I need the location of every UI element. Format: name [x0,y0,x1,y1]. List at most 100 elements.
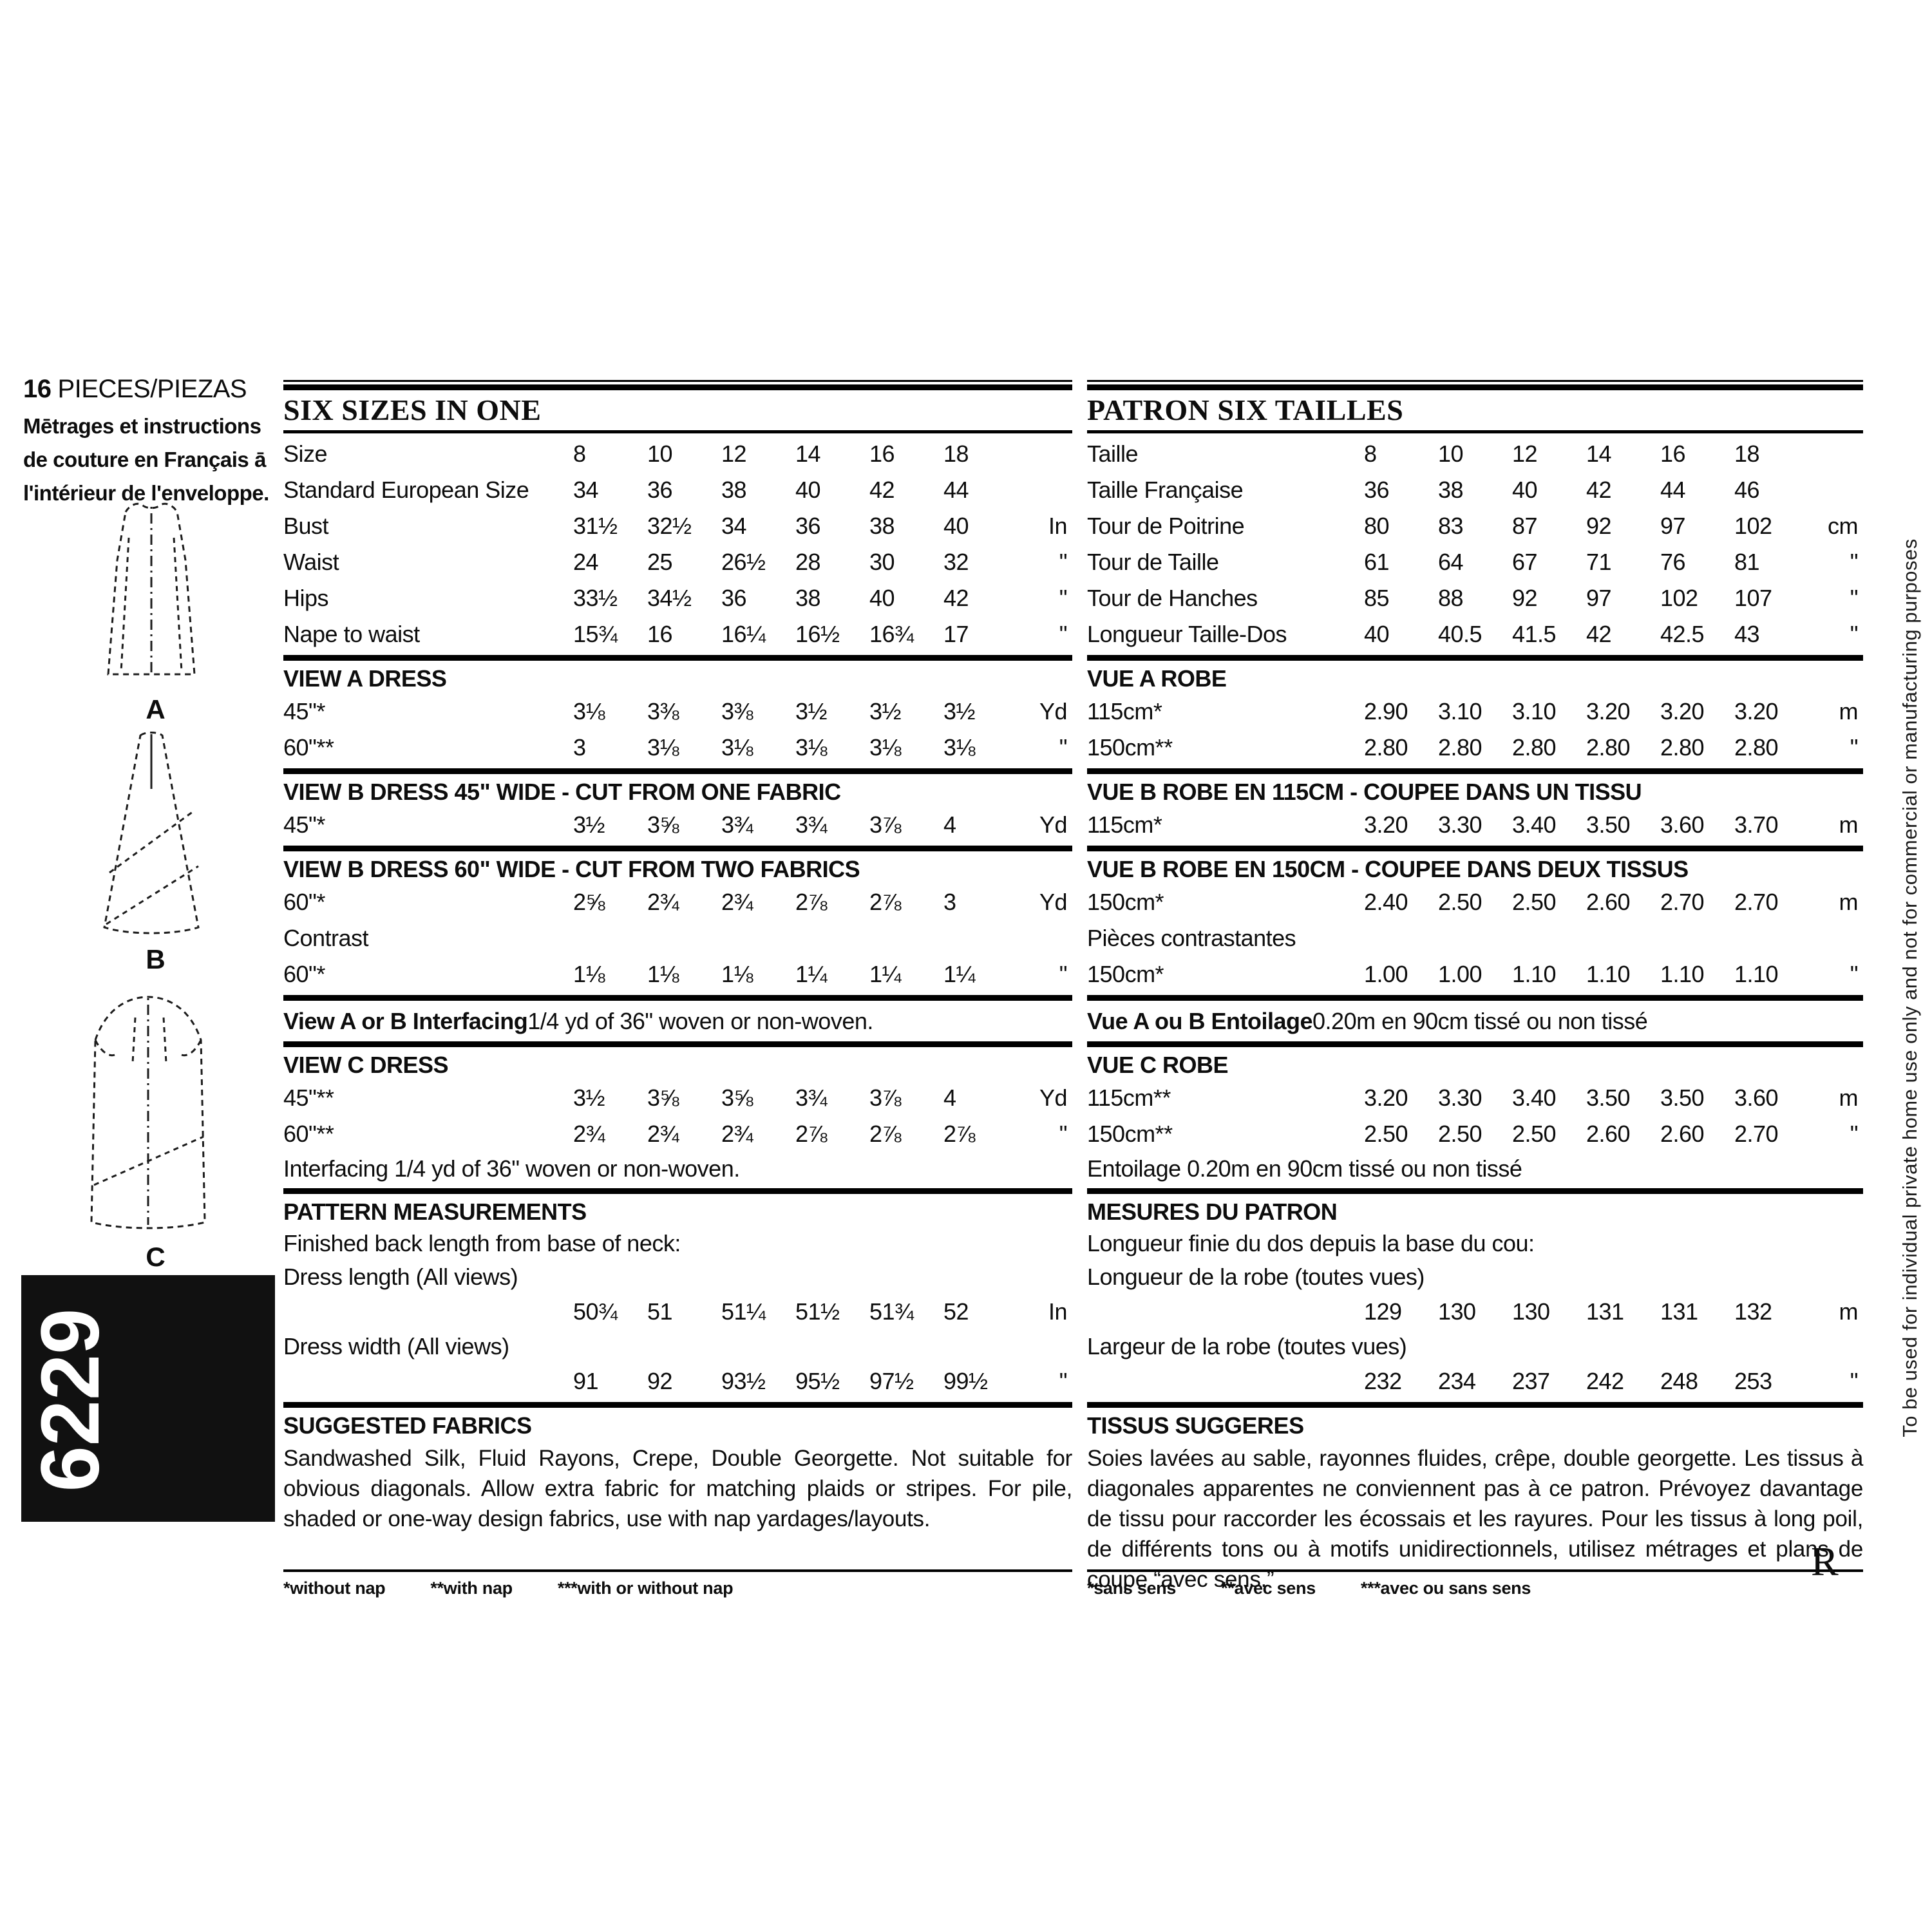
row-value: 99½ [943,1368,988,1394]
row-value: 97½ [869,1368,914,1394]
row-value: 3¾ [795,1084,828,1111]
row-value: 3.20 [1364,1084,1408,1111]
row-value: 232 [1364,1368,1402,1394]
view-a-label: A [146,694,166,724]
row-value: 36 [721,585,747,611]
note-lead: View A or B Interfacing [283,1008,528,1034]
row-value: 2.90 [1364,698,1408,724]
interfacing-note: Vue A ou B Entoilage 0.20m en 90cm tissé… [1087,1004,1863,1039]
row-value: 3.40 [1512,811,1557,838]
row-value: 1.10 [1660,961,1705,987]
row-value: 2⅞ [869,1121,902,1147]
row-value: 2.70 [1660,889,1705,915]
section-heading: VUE C ROBE [1087,1052,1229,1078]
row-label: 60"* [283,961,325,987]
row-value: 3⅞ [869,1084,902,1111]
table-row: Nape to waist 15¾ 16 16¼ 16½ 16¾ 17 " [283,616,1072,652]
row-value: 107 [1734,585,1772,611]
row-value: 3⅛ [943,734,976,761]
row-value: 52 [943,1298,969,1325]
row-value: 40 [1512,477,1538,503]
row-value: 1⅛ [647,961,679,987]
row-label: 60"** [283,734,334,761]
row-value: 2.60 [1586,1121,1631,1147]
row-unit: " [1850,961,1859,987]
row-unit: " [1059,961,1068,987]
row-value: 3.30 [1438,811,1482,838]
row-value: 1¼ [795,961,828,987]
french-footnote: *sans sens **avec sens ***avec ou sans sen… [1087,1572,1863,1598]
footnote-rule [1087,1569,1863,1572]
french-sections: Taille 8 10 12 14 16 18 Taille Française 36 38 40 4… [1087,436,1863,1592]
table-row: 115cm* 3.20 3.30 3.40 3.50 3.60 3.70 m [1087,807,1863,843]
row-value: 3⅛ [573,698,605,724]
row-value: 85 [1364,585,1390,611]
row-value: 2.40 [1364,889,1408,915]
row-value: 28 [795,549,821,575]
row-value: 3.10 [1512,698,1557,724]
row-value: 8 [1364,440,1377,467]
row-value: 4 [943,811,956,838]
row-value: 44 [1660,477,1686,503]
row-value: 2.50 [1364,1121,1408,1147]
row-unit: cm [1828,513,1859,539]
table-row: 45"* 3⅛ 3⅜ 3⅜ 3½ 3½ 3½ Yd [283,694,1072,730]
section-divider-bar [1087,1041,1863,1047]
text-line: Interfacing 1/4 yd of 36" woven or non-w… [283,1155,740,1182]
row-value: 3.10 [1438,698,1482,724]
row-label: 150cm** [1087,734,1173,761]
row-value: 2.80 [1660,734,1705,761]
table-row: Hips 33½ 34½ 36 38 40 42 " [283,580,1072,616]
row-value: 3.70 [1734,811,1779,838]
table-row: Pièces contrastantes [1087,920,1863,956]
note-rest: 1/4 yd of 36" woven or non-woven. [527,1008,873,1034]
row-label: Pièces contrastantes [1087,925,1296,951]
top-bar [1087,384,1863,390]
row-value: 34 [573,477,599,503]
row-unit: " [1850,585,1859,611]
row-value: 16½ [795,621,840,647]
row-label: 45"* [283,811,325,838]
row-value: 16 [1660,440,1686,467]
row-value: 3¾ [795,811,828,838]
table-row: 115cm* 2.90 3.10 3.10 3.20 3.20 3.20 m [1087,694,1863,730]
row-value: 1.00 [1438,961,1482,987]
row-value: 3.50 [1660,1084,1705,1111]
table-row: Taille 8 10 12 14 16 18 [1087,436,1863,472]
row-value: 40 [943,513,969,539]
row-value: 3⅝ [721,1084,753,1111]
row-unit: m [1839,811,1859,838]
section-heading: VIEW B DRESS 45" WIDE - CUT FROM ONE FAB… [283,779,841,805]
row-value: 16¼ [721,621,766,647]
text-line: Largeur de la robe (toutes vues) [1087,1333,1407,1359]
row-value: 2.50 [1438,889,1482,915]
row-value: 38 [869,513,895,539]
row-unit: " [1059,1368,1068,1394]
row-value: 3.20 [1660,698,1705,724]
row-value: 44 [943,477,969,503]
row-value: 34 [721,513,747,539]
row-value: 17 [943,621,969,647]
row-value: 40 [795,477,821,503]
row-value: 67 [1512,549,1538,575]
row-label: 150cm* [1087,889,1164,915]
row-value: 40 [1364,621,1390,647]
row-value: 43 [1734,621,1760,647]
row-unit: " [1059,549,1068,575]
section-heading: VUE B ROBE EN 150CM - COUPEE DANS DEUX T… [1087,856,1689,882]
dress-sketch-view-b [103,732,200,934]
table-row: Tour de Hanches 85 88 92 97 102 107 " [1087,580,1863,616]
row-value: 51¼ [721,1298,766,1325]
pattern-number: 6229 [24,1308,117,1492]
row-label: 150cm** [1087,1121,1173,1147]
row-value: 40 [869,585,895,611]
table-row: 150cm* 2.40 2.50 2.50 2.60 2.70 2.70 m [1087,884,1863,920]
top-rule [1087,380,1863,382]
footnote-item: *sans sens [1087,1578,1177,1598]
row-value: 3.40 [1512,1084,1557,1111]
table-row: 60"* 2⅝ 2¾ 2¾ 2⅞ 2⅞ 3 Yd [283,884,1072,920]
section-divider-bar [1087,655,1863,661]
row-value: 24 [573,549,599,575]
license-side-note: To be used for individual private home u… [1899,538,1921,1437]
table-row: 60"** 3 3⅛ 3⅛ 3⅛ 3⅛ 3⅛ " [283,730,1072,766]
